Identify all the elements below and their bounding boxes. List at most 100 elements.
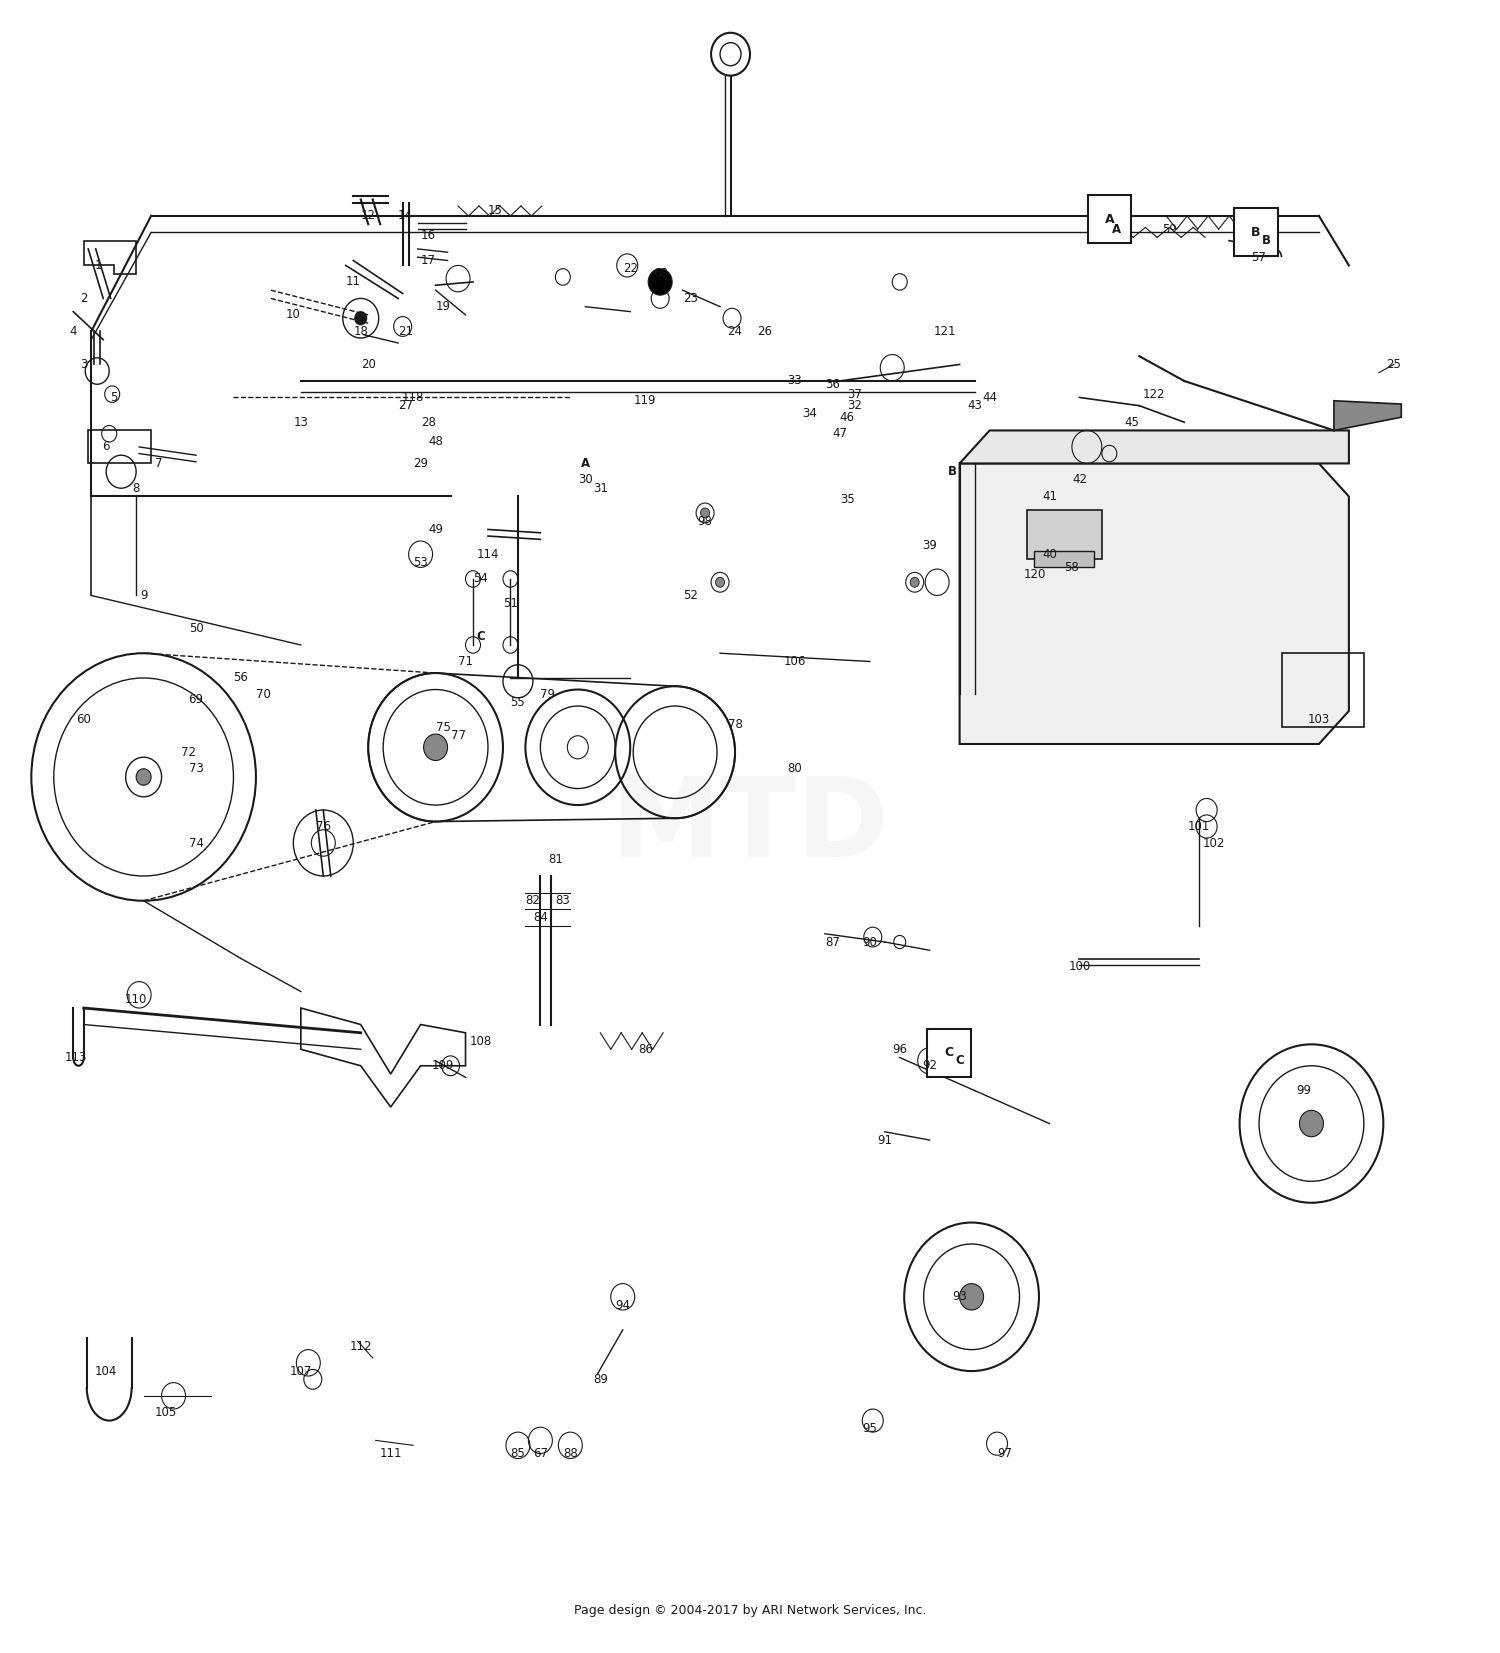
Polygon shape — [960, 463, 1348, 744]
Text: 105: 105 — [154, 1405, 177, 1418]
Text: 5: 5 — [110, 392, 117, 403]
Text: 9: 9 — [140, 588, 147, 602]
Text: 4: 4 — [69, 326, 76, 337]
Text: 34: 34 — [802, 407, 818, 420]
Text: B: B — [948, 464, 957, 478]
Text: 82: 82 — [525, 894, 540, 907]
Text: 46: 46 — [840, 410, 855, 423]
Text: 58: 58 — [1065, 560, 1080, 574]
Text: MTD: MTD — [610, 774, 890, 879]
Text: 97: 97 — [998, 1446, 1012, 1460]
Text: 11: 11 — [345, 276, 360, 288]
Text: 106: 106 — [783, 655, 806, 668]
Text: 73: 73 — [189, 762, 204, 775]
FancyBboxPatch shape — [1028, 509, 1102, 559]
Text: 60: 60 — [76, 712, 92, 726]
Text: 59: 59 — [1162, 223, 1176, 236]
Text: 52: 52 — [682, 588, 698, 602]
Circle shape — [910, 577, 920, 587]
Text: 42: 42 — [1072, 473, 1088, 486]
Text: A: A — [1113, 223, 1122, 236]
Text: 28: 28 — [420, 415, 435, 428]
Text: 21: 21 — [398, 326, 412, 337]
Text: 86: 86 — [638, 1043, 652, 1056]
Text: 10: 10 — [286, 309, 302, 321]
Text: B: B — [1262, 235, 1270, 248]
Text: 87: 87 — [825, 936, 840, 949]
Text: 31: 31 — [592, 481, 608, 494]
Circle shape — [1299, 1111, 1323, 1137]
Text: 112: 112 — [350, 1341, 372, 1352]
Text: 17: 17 — [420, 255, 435, 268]
Text: 40: 40 — [1042, 547, 1058, 560]
Text: 67: 67 — [532, 1446, 548, 1460]
Circle shape — [716, 577, 724, 587]
Text: 109: 109 — [432, 1060, 454, 1073]
Text: 79: 79 — [540, 688, 555, 701]
Text: 13: 13 — [294, 415, 309, 428]
Text: 92: 92 — [922, 1060, 938, 1073]
Text: 24: 24 — [728, 326, 742, 337]
Circle shape — [136, 769, 152, 785]
Text: C: C — [476, 630, 484, 643]
Text: 84: 84 — [532, 911, 548, 924]
Text: 16: 16 — [420, 230, 435, 243]
Text: 120: 120 — [1023, 567, 1046, 580]
Polygon shape — [1334, 400, 1401, 430]
Text: 15: 15 — [488, 205, 502, 218]
Text: C: C — [945, 1046, 954, 1060]
Text: 85: 85 — [510, 1446, 525, 1460]
Text: 118: 118 — [402, 392, 424, 403]
Text: 113: 113 — [64, 1051, 87, 1065]
Circle shape — [700, 507, 709, 517]
Text: 104: 104 — [94, 1365, 117, 1377]
Text: 81: 81 — [548, 853, 562, 866]
Text: 98: 98 — [698, 514, 712, 527]
Text: 44: 44 — [982, 392, 998, 403]
Text: 95: 95 — [862, 1422, 877, 1435]
Text: Page design © 2004-2017 by ARI Network Services, Inc.: Page design © 2004-2017 by ARI Network S… — [573, 1603, 926, 1617]
Circle shape — [354, 312, 366, 326]
Text: 68: 68 — [652, 268, 668, 279]
Text: 30: 30 — [578, 473, 592, 486]
Text: A: A — [1104, 213, 1114, 226]
Text: 45: 45 — [1125, 415, 1138, 428]
Text: C: C — [956, 1055, 964, 1068]
Text: 77: 77 — [450, 729, 465, 742]
Text: 33: 33 — [788, 375, 802, 387]
Text: 26: 26 — [758, 326, 772, 337]
Text: 94: 94 — [615, 1299, 630, 1311]
Text: 80: 80 — [788, 762, 802, 775]
Text: 35: 35 — [840, 493, 855, 506]
Text: 19: 19 — [435, 301, 450, 312]
Text: 71: 71 — [458, 655, 472, 668]
Text: 36: 36 — [825, 379, 840, 390]
Text: 102: 102 — [1203, 836, 1225, 850]
Text: 12: 12 — [360, 210, 375, 223]
Text: 90: 90 — [862, 936, 877, 949]
Circle shape — [423, 734, 447, 760]
Text: 75: 75 — [435, 721, 450, 734]
Text: 78: 78 — [728, 717, 742, 731]
Text: 7: 7 — [154, 456, 162, 469]
Text: 72: 72 — [182, 746, 196, 759]
FancyBboxPatch shape — [1035, 550, 1095, 567]
Text: 43: 43 — [968, 398, 982, 412]
Text: 8: 8 — [132, 481, 140, 494]
FancyBboxPatch shape — [927, 1028, 970, 1076]
Text: 32: 32 — [847, 398, 862, 412]
Text: 50: 50 — [189, 622, 204, 635]
Text: 23: 23 — [682, 293, 698, 304]
Text: 114: 114 — [477, 547, 500, 560]
Text: 1: 1 — [94, 260, 102, 273]
Text: 74: 74 — [189, 836, 204, 850]
Text: 111: 111 — [380, 1446, 402, 1460]
Text: A: A — [580, 456, 590, 469]
Text: 69: 69 — [189, 693, 204, 706]
Text: 29: 29 — [413, 456, 428, 469]
Text: 76: 76 — [316, 820, 332, 833]
Text: 3: 3 — [80, 359, 87, 370]
Text: 41: 41 — [1042, 489, 1058, 503]
Text: 110: 110 — [124, 993, 147, 1007]
Text: 53: 53 — [413, 555, 428, 569]
